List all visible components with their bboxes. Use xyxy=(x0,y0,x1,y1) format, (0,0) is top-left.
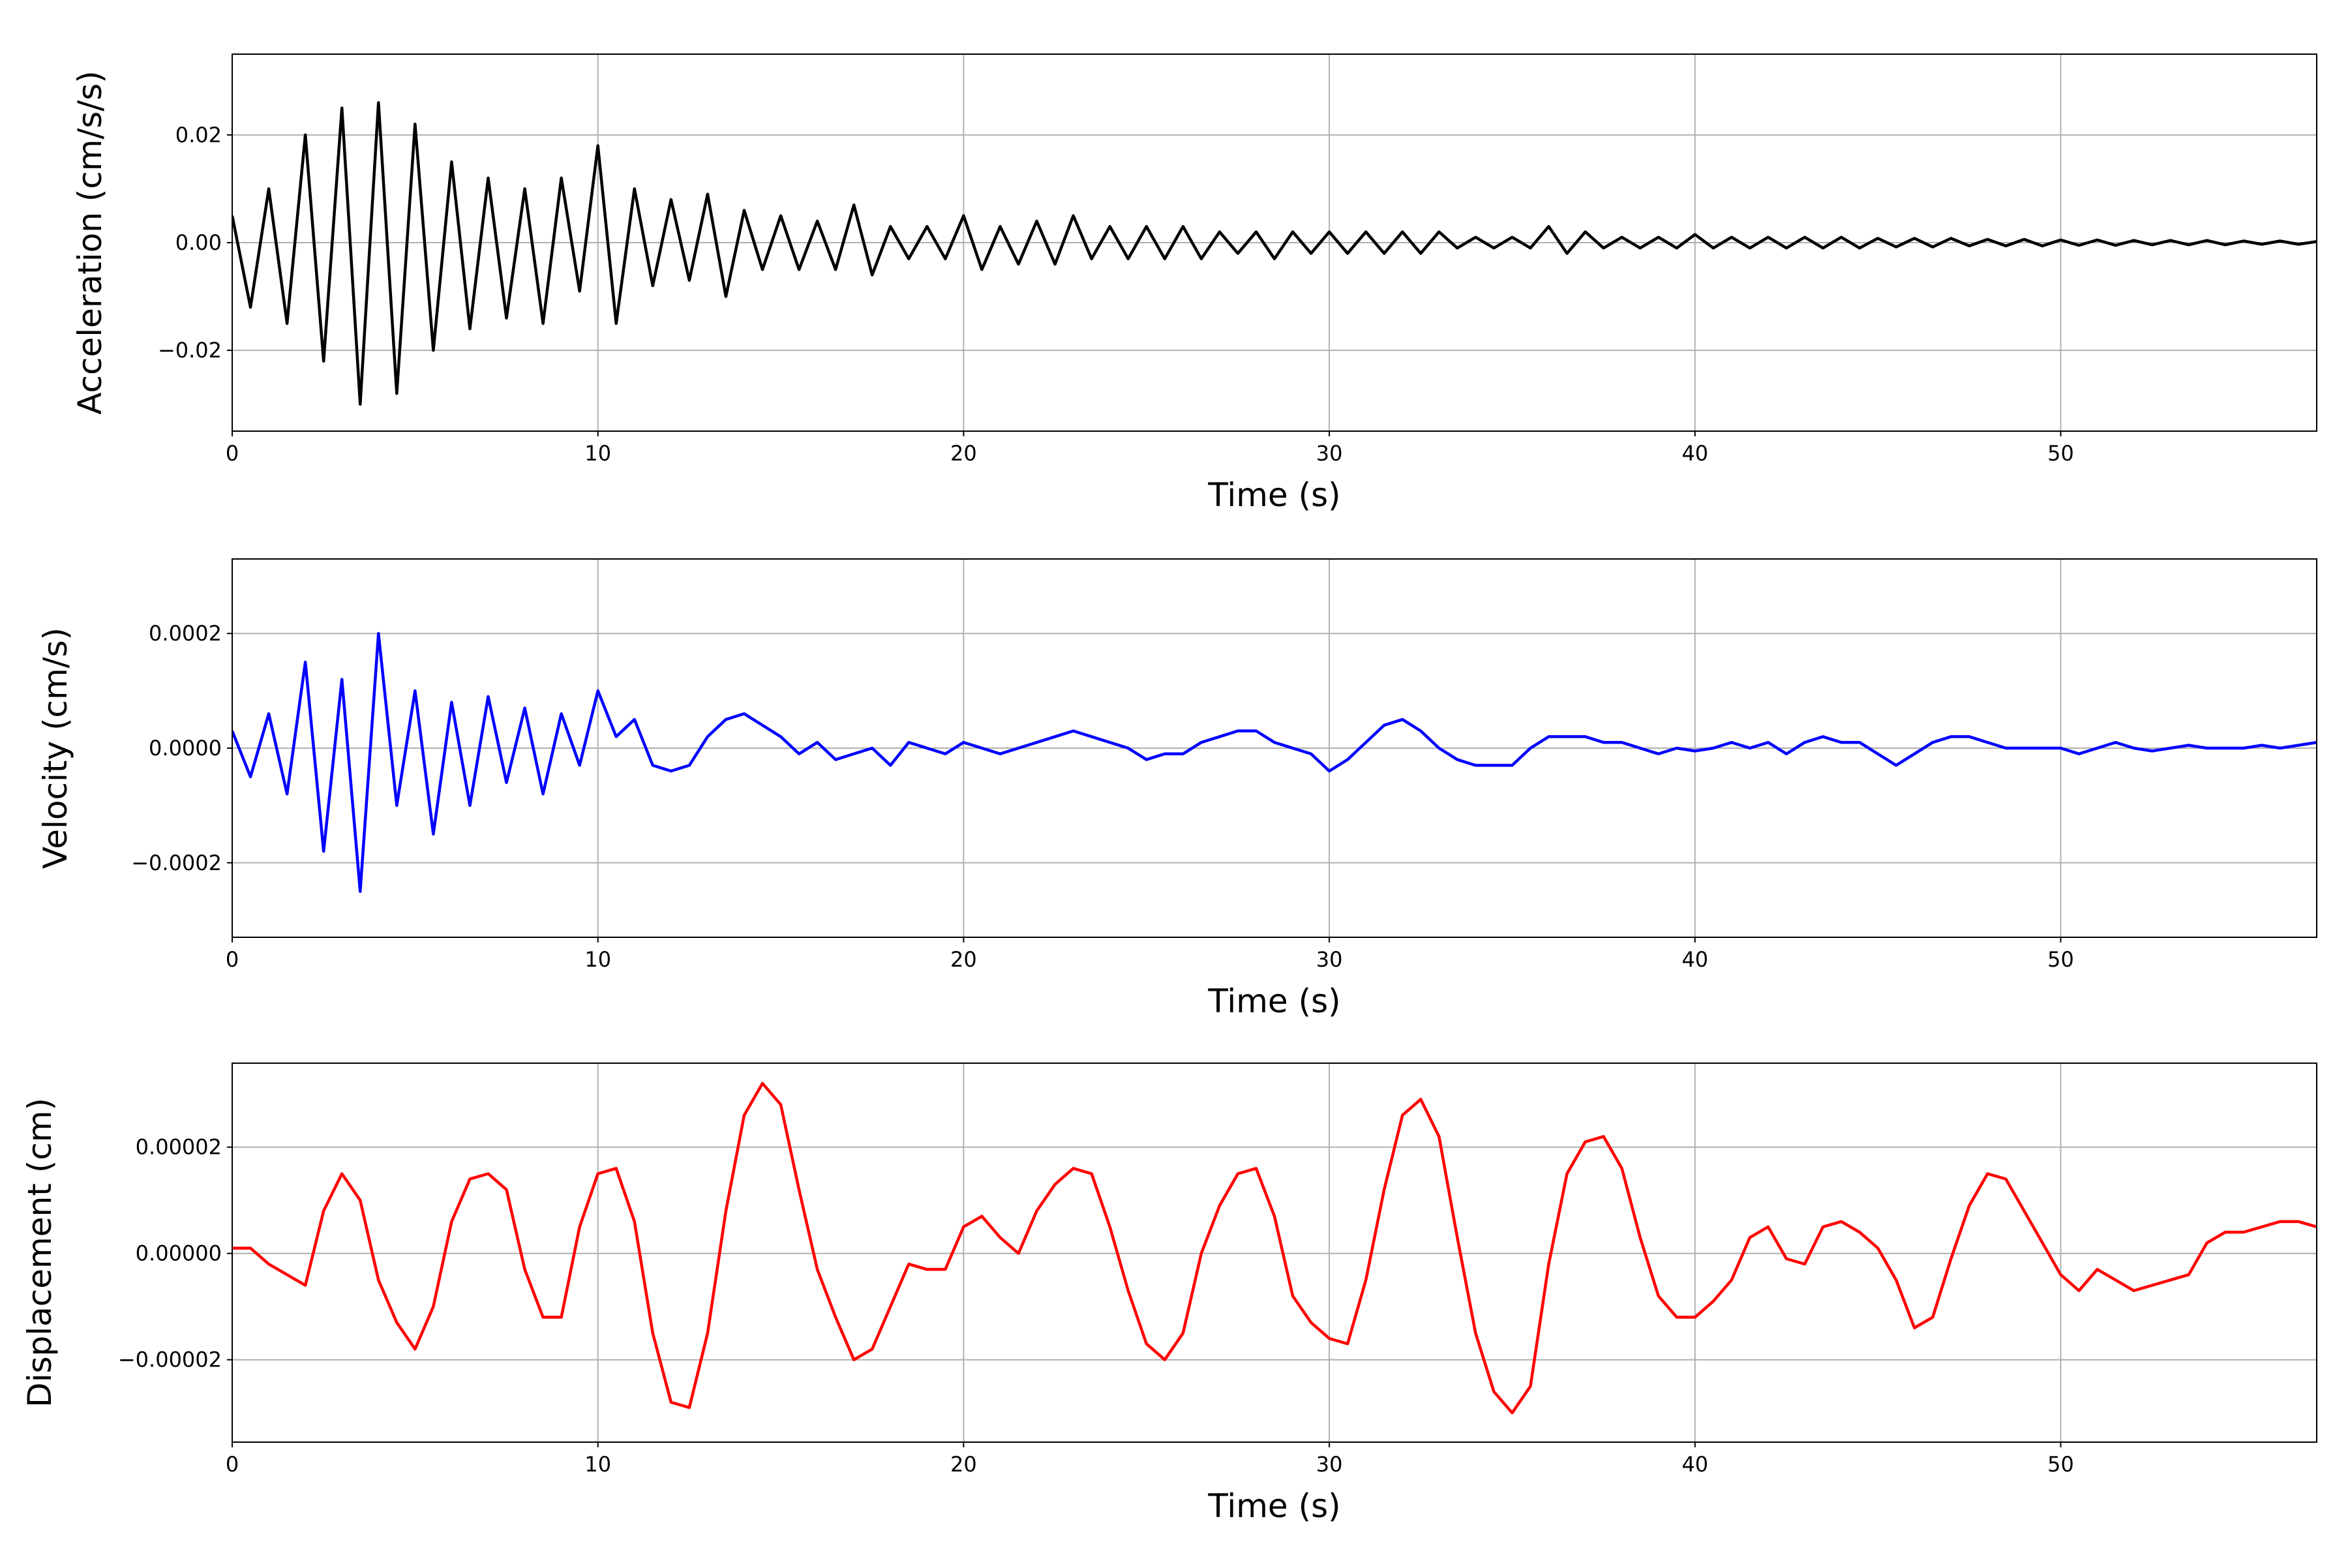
x-axis-label: Time (s) xyxy=(1207,982,1340,1020)
x-tick-label: 50 xyxy=(2047,1452,2074,1477)
x-axis-label: Time (s) xyxy=(1207,476,1340,514)
y-tick-label: −0.0002 xyxy=(131,851,222,875)
y-tick-label: −0.02 xyxy=(158,338,222,363)
y-tick-label: 0.00 xyxy=(175,230,222,255)
x-tick-label: 20 xyxy=(950,1452,977,1477)
data-line xyxy=(232,101,2317,406)
x-tick-label: 30 xyxy=(1316,947,1343,972)
axes-frame xyxy=(232,1063,2317,1443)
x-tick-label: 0 xyxy=(226,947,239,972)
x-tick-label: 20 xyxy=(950,947,977,972)
y-tick-label: 0.00000 xyxy=(136,1241,222,1266)
y-axis-label: Displacement (cm) xyxy=(21,1098,59,1408)
x-tick-label: 40 xyxy=(1681,947,1708,972)
x-tick-label: 10 xyxy=(584,441,611,466)
x-tick-label: 30 xyxy=(1316,441,1343,466)
x-axis-label: Time (s) xyxy=(1207,1487,1340,1525)
axes-frame xyxy=(232,53,2317,432)
x-tick-label: 40 xyxy=(1681,441,1708,466)
x-tick-label: 30 xyxy=(1316,1452,1343,1477)
data-line xyxy=(232,1081,2317,1415)
x-tick-label: 50 xyxy=(2047,441,2074,466)
x-tick-label: 10 xyxy=(584,1452,611,1477)
y-tick-label: 0.0000 xyxy=(149,736,222,761)
axes-frame xyxy=(232,558,2317,938)
y-tick-label: −0.00002 xyxy=(118,1348,222,1372)
y-axis-label: Velocity (cm/s) xyxy=(37,627,74,869)
x-tick-label: 50 xyxy=(2047,947,2074,972)
x-tick-label: 20 xyxy=(950,441,977,466)
y-tick-label: 0.02 xyxy=(175,123,222,147)
x-tick-label: 0 xyxy=(226,1452,239,1477)
y-tick-label: 0.00002 xyxy=(136,1135,222,1160)
x-tick-label: 10 xyxy=(584,947,611,972)
y-tick-label: 0.0002 xyxy=(149,621,222,646)
x-tick-label: 0 xyxy=(226,441,239,466)
data-line xyxy=(232,631,2317,893)
y-axis-label: Acceleration (cm/s/s) xyxy=(71,70,109,415)
x-tick-label: 40 xyxy=(1681,1452,1708,1477)
